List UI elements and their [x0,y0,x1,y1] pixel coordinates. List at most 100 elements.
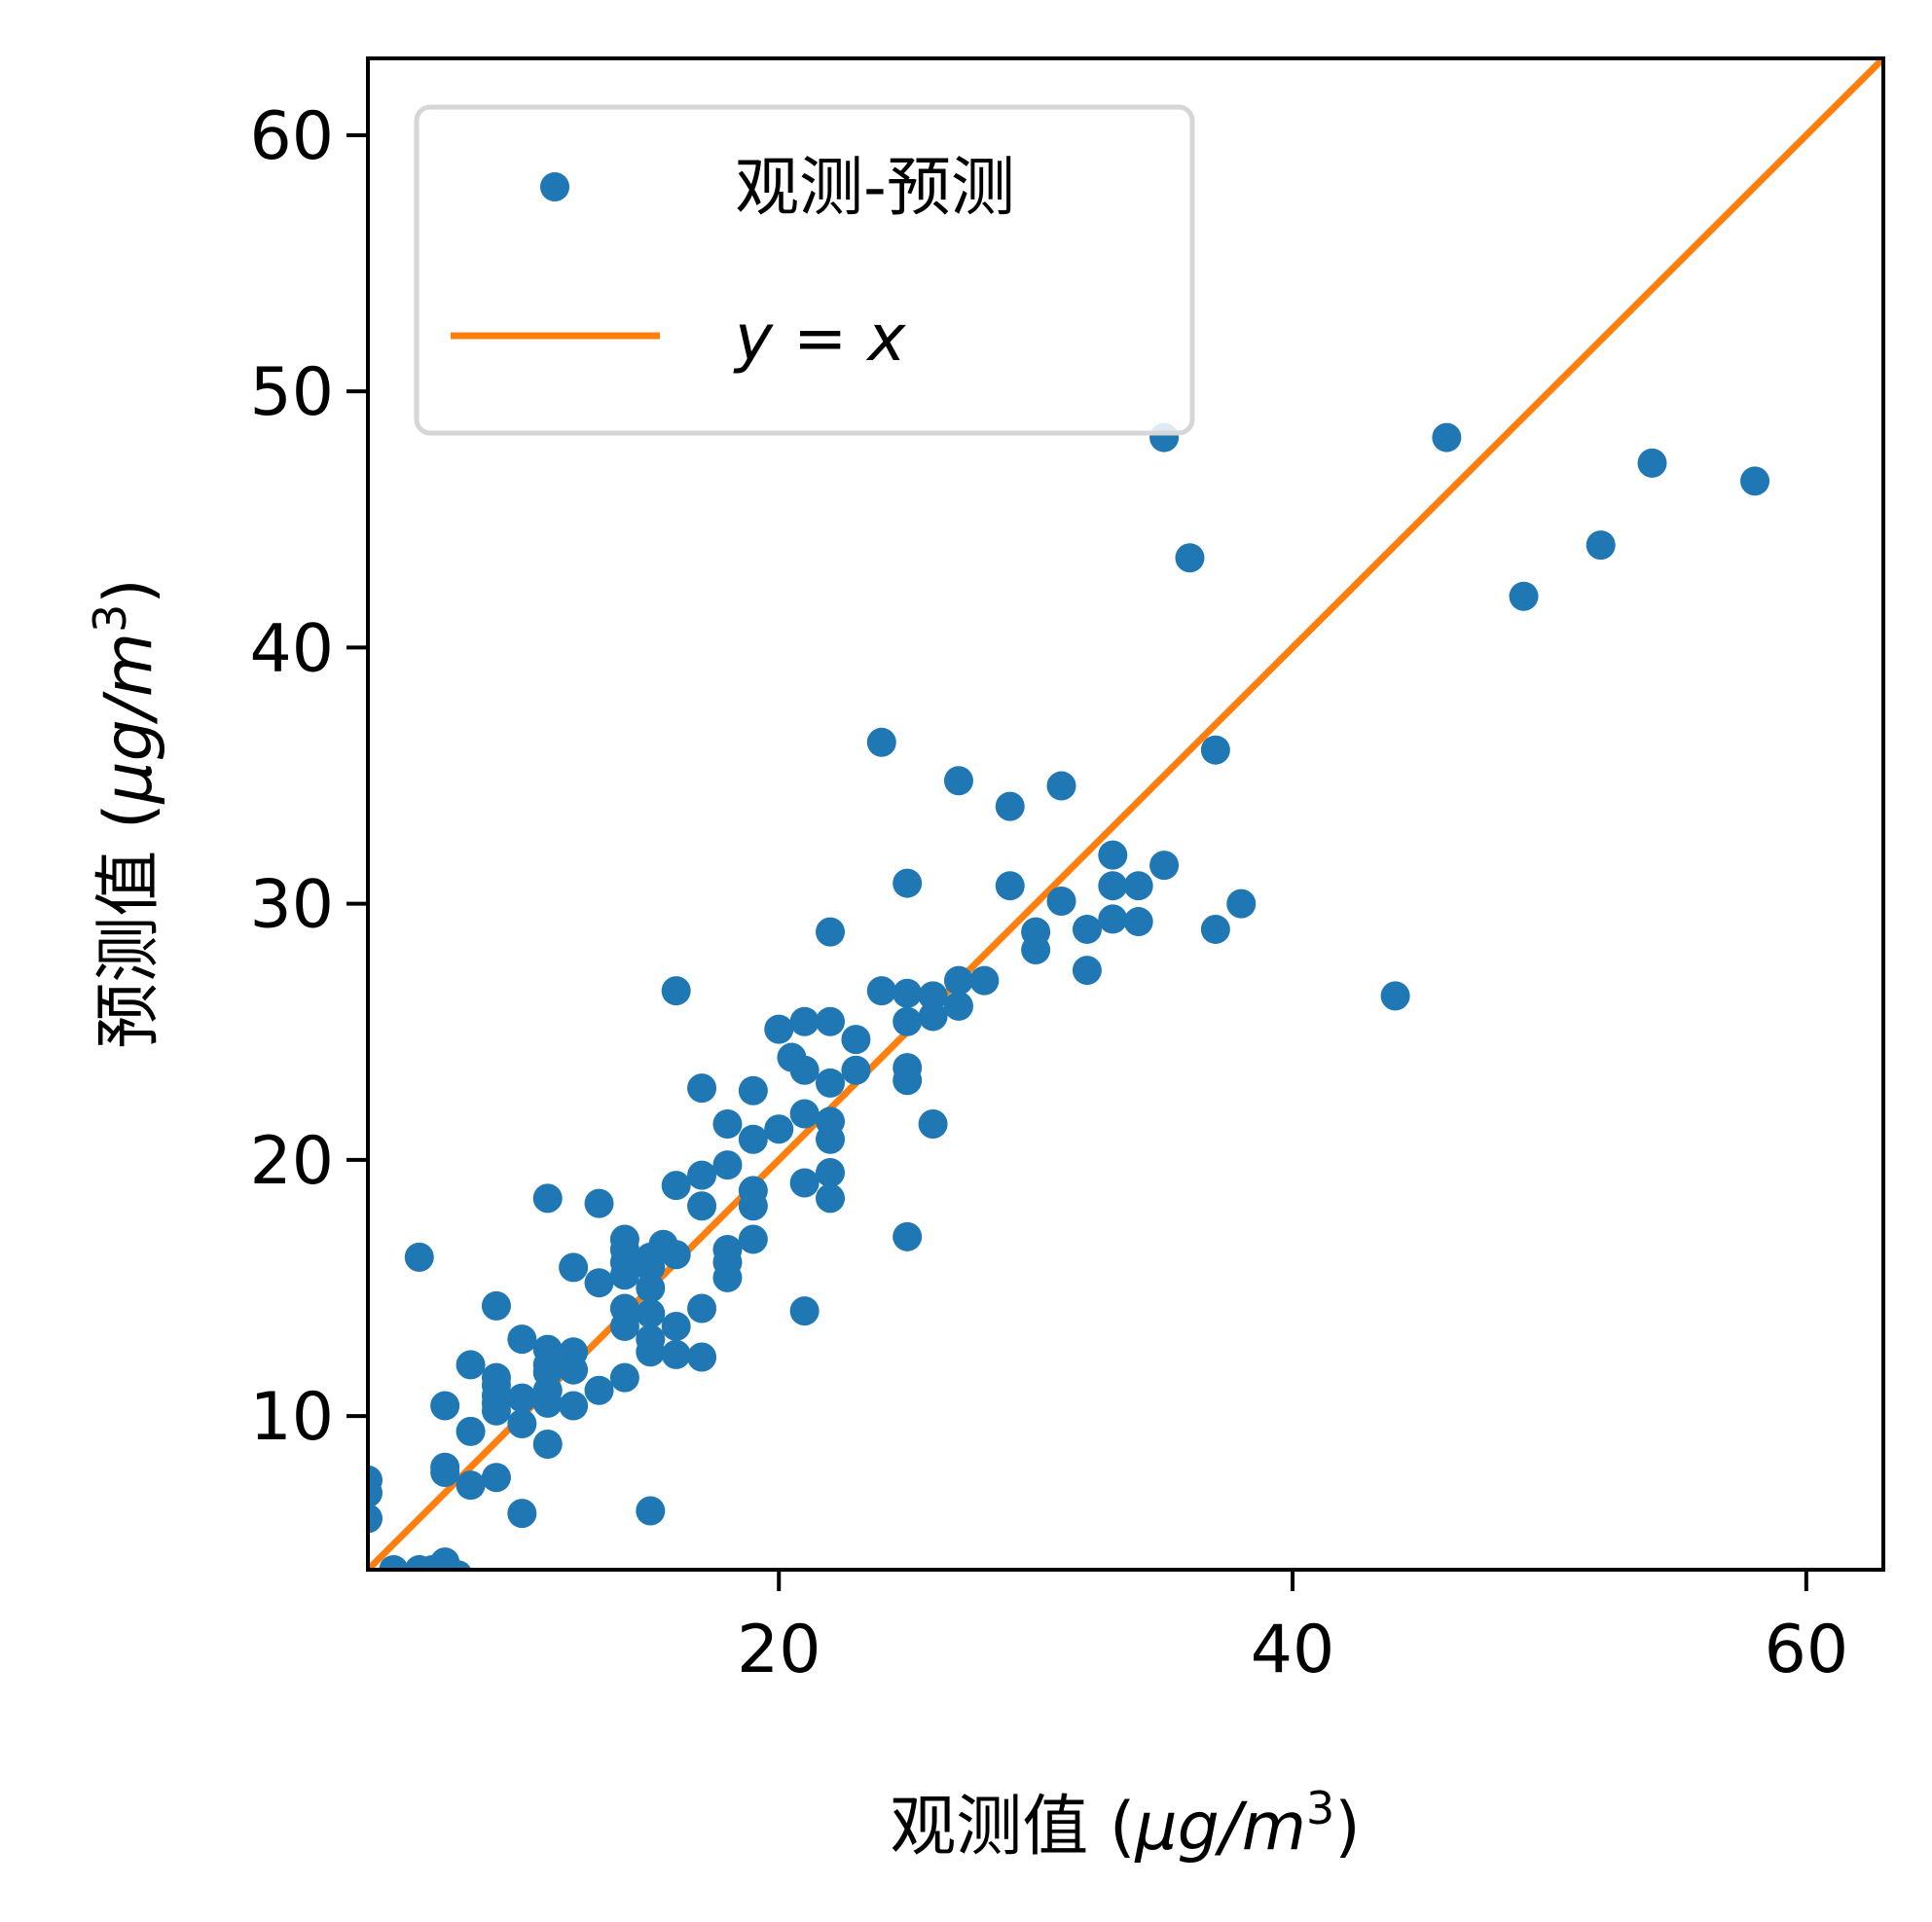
y-tick-label: 10 [249,1379,334,1456]
x-tick-label: 60 [1765,1612,1849,1688]
scatter-point [636,1252,666,1283]
scatter-point [1509,581,1539,611]
scatter-point [636,1496,666,1526]
scatter-point [943,991,973,1021]
scatter-point [893,1221,923,1251]
scatter-point [816,1006,846,1036]
legend-line-label: y = x [733,301,906,376]
y-tick-label: 50 [249,354,334,431]
scatter-point [687,1293,717,1324]
scatter-point [816,1068,846,1098]
scatter-point [507,1324,537,1355]
scatter-point [636,1337,666,1367]
y-tick-label: 20 [249,1123,334,1200]
data-layer [368,58,1883,1570]
scatter-point [816,1183,846,1214]
scatter-point [1046,886,1076,916]
x-tick-label: 20 [737,1612,821,1688]
scatter-point [943,965,973,996]
scatter-point [481,1463,511,1493]
scatter-point [584,1188,614,1218]
scatter-point [893,1066,923,1096]
scatter-point [1200,914,1230,944]
scatter-point [918,981,948,1011]
scatter-point [1432,422,1462,453]
scatter-point [609,1311,639,1341]
scatter-point [816,917,846,947]
scatter-point [1200,735,1230,765]
scatter-point [1175,543,1205,573]
scatter-point [1740,466,1770,496]
scatter-point [918,1108,948,1139]
scatter-point [1586,530,1616,561]
scatter-point [687,1160,717,1190]
scatter-point [764,1114,794,1144]
scatter-points [368,422,1770,1570]
scatter-point [661,1171,691,1201]
scatter-point [430,1391,460,1421]
scatter-point [1021,935,1051,965]
legend-scatter-marker [540,172,569,201]
scatter-point [789,1055,820,1085]
scatter-point [918,1001,948,1032]
scatter-point [738,1191,768,1221]
scatter-point [866,727,896,757]
scatter-point [661,976,691,1006]
scatter-point [712,1150,743,1180]
scatter-point [1098,871,1128,901]
scatter-point [943,766,973,796]
scatter-point [507,1499,537,1529]
scatter-point [609,1260,639,1290]
scatter-point [661,1339,691,1369]
scatter-point [507,1383,537,1413]
scatter-point [995,791,1025,821]
scatter-point [789,1168,820,1198]
scatter-point [995,871,1025,901]
scatter-point [636,1273,666,1303]
scatter-point [532,1183,563,1214]
scatter-point [1380,981,1410,1011]
x-axis-label: 观测值 (μg/m3) [890,1782,1361,1866]
scatter-point [379,1555,409,1570]
scatter-point [1123,907,1153,937]
scatter-point [1098,840,1128,870]
scatter-point [1072,956,1102,986]
scatter-point [789,1006,820,1036]
scatter-point [430,1457,460,1487]
scatter-point [368,1478,383,1508]
scatter-point [609,1362,639,1393]
y-tick-label: 60 [249,98,334,175]
scatter-point [1637,448,1667,478]
scatter-point [404,1242,434,1272]
plot-frame [366,56,1885,1572]
scatter-point [893,1006,923,1036]
scatter-point [816,1158,846,1188]
scatter-point [532,1388,563,1418]
scatter-point [532,1430,563,1460]
scatter-point [559,1355,589,1385]
scatter-point [712,1108,743,1139]
x-axis-ticks: 20 40 60 [737,1570,1848,1688]
scatter-point [738,1224,768,1254]
legend-box [414,104,1195,436]
scatter-point [841,1025,871,1055]
scatter-point [444,1560,472,1570]
scatter-point [481,1396,511,1426]
scatter-point [789,1296,820,1326]
scatter-point [789,1099,820,1129]
scatter-point [866,976,896,1006]
legend-scatter-label: 观测-预测 [735,150,1015,225]
scatter-point [507,1408,537,1438]
scatter-point [368,1504,383,1534]
y-tick-label: 30 [249,867,334,944]
scatter-point [764,1014,794,1044]
scatter-point [559,1391,589,1421]
scatter-point [687,1073,717,1104]
x-tick-label: 40 [1251,1612,1335,1688]
scatter-point [661,1311,691,1341]
scatter-point [1123,871,1153,901]
scatter-point [1226,888,1257,919]
scatter-point [841,1055,871,1085]
scatter-point [559,1252,589,1283]
